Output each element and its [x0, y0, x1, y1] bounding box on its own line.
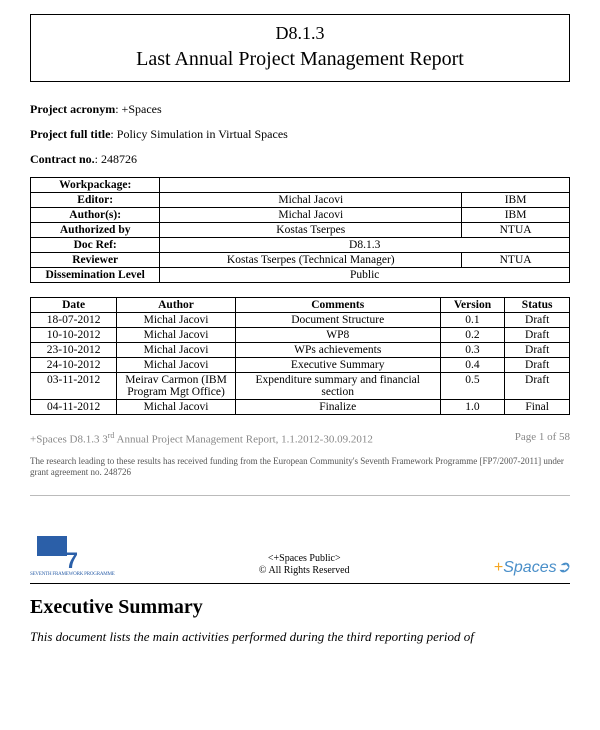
- pub-line1: <+Spaces Public>: [115, 553, 494, 565]
- table-row: Author(s):Michal JacoviIBM: [31, 208, 570, 223]
- meta-acronym: Project acronym: +Spaces: [30, 102, 570, 117]
- meta-fulltitle: Project full title: Policy Simulation in…: [30, 127, 570, 142]
- info-table: Workpackage: Editor:Michal JacoviIBM Aut…: [30, 177, 570, 283]
- cell-comments: Document Structure: [235, 313, 440, 328]
- table-row: 23-10-2012Michal JacoviWPs achievements0…: [31, 343, 570, 358]
- cell-author: Michal Jacovi: [117, 343, 236, 358]
- footer-page: Page 1 of 58: [515, 431, 570, 446]
- table-row: 03-11-2012Meirav Carmon (IBM Program Mgt…: [31, 373, 570, 400]
- cell-date: 10-10-2012: [31, 328, 117, 343]
- cell-date: 24-10-2012: [31, 358, 117, 373]
- doc-code: D8.1.3: [41, 23, 559, 44]
- table-row: Dissemination LevelPublic: [31, 268, 570, 283]
- pub-line2: © All Rights Reserved: [115, 565, 494, 577]
- section-divider: [30, 583, 570, 584]
- table-row: ReviewerKostas Tserpes (Technical Manage…: [31, 253, 570, 268]
- table-row: Workpackage:: [31, 178, 570, 193]
- contract-value: 248726: [101, 152, 137, 166]
- cell-author: Michal Jacovi: [117, 313, 236, 328]
- authors-name: Michal Jacovi: [160, 208, 462, 223]
- authors-org: IBM: [462, 208, 570, 223]
- cell-version: 0.1: [440, 313, 505, 328]
- acronym-label: Project acronym: [30, 102, 115, 116]
- cell-status: Draft: [505, 343, 570, 358]
- authorized-org: NTUA: [462, 223, 570, 238]
- footer-line: +Spaces D8.1.3 3rd Annual Project Manage…: [30, 431, 570, 446]
- workpackage-label: Workpackage:: [31, 178, 160, 193]
- cell-status: Draft: [505, 313, 570, 328]
- table-row: Doc Ref:D8.1.3: [31, 238, 570, 253]
- reviewer-label: Reviewer: [31, 253, 160, 268]
- editor-label: Editor:: [31, 193, 160, 208]
- table-row: 04-11-2012Michal JacoviFinalize1.0Final: [31, 400, 570, 415]
- cell-version: 0.5: [440, 373, 505, 400]
- executive-summary-body: This document lists the main activities …: [30, 629, 570, 645]
- divider: [30, 495, 570, 496]
- title-box: D8.1.3 Last Annual Project Management Re…: [30, 14, 570, 82]
- cell-comments: Executive Summary: [235, 358, 440, 373]
- cell-author: Michal Jacovi: [117, 328, 236, 343]
- cell-status: Draft: [505, 373, 570, 400]
- cell-author: Meirav Carmon (IBM Program Mgt Office): [117, 373, 236, 400]
- col-status: Status: [505, 298, 570, 313]
- cell-comments: Expenditure summary and financial sectio…: [235, 373, 440, 400]
- contract-label: Contract no.: [30, 152, 95, 166]
- col-version: Version: [440, 298, 505, 313]
- badge-row: 7 SEVENTH FRAMEWORK PROGRAMME <+Spaces P…: [30, 536, 570, 577]
- reviewer-name: Kostas Tserpes (Technical Manager): [160, 253, 462, 268]
- logo-swirl-icon: ➲: [557, 559, 570, 576]
- col-author: Author: [117, 298, 236, 313]
- cell-version: 0.4: [440, 358, 505, 373]
- copyright-block: <+Spaces Public> © All Rights Reserved: [115, 553, 494, 577]
- history-table: Date Author Comments Version Status 18-0…: [30, 297, 570, 415]
- cell-date: 23-10-2012: [31, 343, 117, 358]
- cell-comments: WP8: [235, 328, 440, 343]
- acronym-value: +Spaces: [122, 102, 162, 116]
- fulltitle-label: Project full title: [30, 127, 110, 141]
- table-row: Editor:Michal JacoviIBM: [31, 193, 570, 208]
- footer-left: +Spaces D8.1.3 3rd Annual Project Manage…: [30, 431, 373, 446]
- cell-comments: Finalize: [235, 400, 440, 415]
- cell-comments: WPs achievements: [235, 343, 440, 358]
- executive-summary-heading: Executive Summary: [30, 596, 570, 619]
- doc-title: Last Annual Project Management Report: [41, 48, 559, 71]
- cell-author: Michal Jacovi: [117, 358, 236, 373]
- cell-version: 1.0: [440, 400, 505, 415]
- table-header-row: Date Author Comments Version Status: [31, 298, 570, 313]
- table-row: 10-10-2012Michal JacoviWP80.2Draft: [31, 328, 570, 343]
- table-row: 18-07-2012Michal JacoviDocument Structur…: [31, 313, 570, 328]
- editor-name: Michal Jacovi: [160, 193, 462, 208]
- table-row: 24-10-2012Michal JacoviExecutive Summary…: [31, 358, 570, 373]
- table-row: Authorized byKostas TserpesNTUA: [31, 223, 570, 238]
- authorized-label: Authorized by: [31, 223, 160, 238]
- reviewer-org: NTUA: [462, 253, 570, 268]
- cell-date: 18-07-2012: [31, 313, 117, 328]
- cell-status: Draft: [505, 328, 570, 343]
- cell-date: 03-11-2012: [31, 373, 117, 400]
- fp7-badge: 7 SEVENTH FRAMEWORK PROGRAMME: [30, 536, 115, 577]
- authorized-name: Kostas Tserpes: [160, 223, 462, 238]
- fulltitle-value: Policy Simulation in Virtual Spaces: [117, 127, 288, 141]
- spaces-logo: +Spaces➲: [494, 557, 570, 577]
- dissem-value: Public: [160, 268, 570, 283]
- meta-contract: Contract no.: 248726: [30, 152, 570, 167]
- logo-text: Spaces: [503, 559, 556, 576]
- col-comments: Comments: [235, 298, 440, 313]
- cell-version: 0.3: [440, 343, 505, 358]
- eu-flag-icon: [37, 536, 67, 556]
- cell-status: Draft: [505, 358, 570, 373]
- docref-label: Doc Ref:: [31, 238, 160, 253]
- funding-note: The research leading to these results ha…: [30, 456, 570, 479]
- cell-status: Final: [505, 400, 570, 415]
- docref-value: D8.1.3: [160, 238, 570, 253]
- cell-date: 04-11-2012: [31, 400, 117, 415]
- editor-org: IBM: [462, 193, 570, 208]
- cell-author: Michal Jacovi: [117, 400, 236, 415]
- dissem-label: Dissemination Level: [31, 268, 160, 283]
- authors-label: Author(s):: [31, 208, 160, 223]
- cell-version: 0.2: [440, 328, 505, 343]
- seven-icon: 7: [66, 548, 78, 574]
- col-date: Date: [31, 298, 117, 313]
- logo-plus-icon: +: [494, 559, 503, 576]
